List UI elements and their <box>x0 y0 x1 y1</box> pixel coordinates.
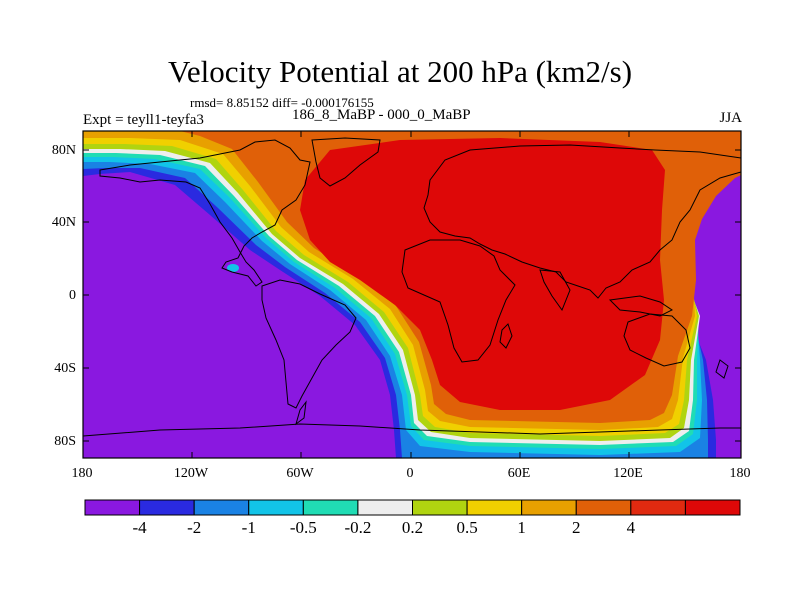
colorbar-label: 0.5 <box>456 518 478 537</box>
colorbar-swatch <box>84 499 141 516</box>
colorbar-swatch <box>466 499 523 516</box>
colorbar-swatch <box>630 499 686 516</box>
x-tick-label: 120W <box>173 466 209 481</box>
colorbar-label: 4 <box>626 518 636 537</box>
x-tick-label: 60E <box>507 466 531 481</box>
coastline-madagascar <box>499 323 513 349</box>
map-title: Velocity Potential at 200 hPa (km2/s) <box>167 54 633 89</box>
colorbar-swatch <box>575 499 632 516</box>
colorbar-label: -1 <box>241 518 256 537</box>
contour-field <box>83 131 741 458</box>
coastline-eurasia <box>423 144 741 299</box>
y-tick-label: 80S <box>54 434 76 449</box>
colorbar-label: 2 <box>572 518 581 537</box>
contour-blob <box>227 264 239 272</box>
x-tick-label: 180 <box>71 466 93 481</box>
colorbar-label: 0.2 <box>401 518 424 537</box>
rmsd-stats: rmsd= 8.85152 diff= -0.000176155 <box>190 95 374 110</box>
y-tick-label: 40N <box>51 215 76 230</box>
coastline-antarctic-peninsula <box>295 400 307 426</box>
coastline-maritime-continent <box>608 295 673 317</box>
colorbar-swatch <box>357 499 413 516</box>
colorbar <box>84 499 741 516</box>
contour-band-max <box>300 138 665 410</box>
y-axis-ticks <box>83 149 741 442</box>
coastline-new-zealand <box>715 359 729 379</box>
coastline-greenland <box>311 137 381 187</box>
x-tick-label: 180 <box>729 466 751 481</box>
colorbar-label: -4 <box>132 518 147 537</box>
colorbar-label: 1 <box>517 518 526 537</box>
colorbar-label: -2 <box>187 518 202 537</box>
coastlines <box>83 137 741 437</box>
period-label: 186_8_MaBP - 000_0_MaBP <box>292 107 471 123</box>
colorbar-swatch <box>302 499 359 516</box>
y-tick-label: 40S <box>54 361 76 376</box>
y-tick-label: 0 <box>69 288 76 303</box>
x-tick-label: 120E <box>613 466 643 481</box>
coastline-antarctica <box>83 423 741 437</box>
x-tick-label: 60W <box>286 466 314 481</box>
colorbar-swatch <box>139 499 195 516</box>
experiment-label: Expt = teyll1-teyfa3 <box>83 112 204 128</box>
season-label: JJA <box>719 110 742 126</box>
coastline-australia <box>623 313 691 367</box>
coastline-south-america <box>261 279 357 409</box>
coastline-africa <box>401 239 516 363</box>
colorbar-swatch <box>248 499 304 516</box>
coastline-north-america <box>99 139 311 287</box>
colorbar-swatch <box>684 499 741 516</box>
colorbar-swatch <box>521 499 577 516</box>
colorbar-label: -0.5 <box>289 518 317 537</box>
coastline-india <box>539 269 571 312</box>
colorbar-label: -0.2 <box>344 518 372 537</box>
colorbar-swatch <box>412 499 468 516</box>
colorbar-swatch <box>193 499 250 516</box>
x-axis-ticks <box>191 131 630 458</box>
y-tick-label: 80N <box>51 143 76 158</box>
x-tick-label: 0 <box>406 466 414 481</box>
